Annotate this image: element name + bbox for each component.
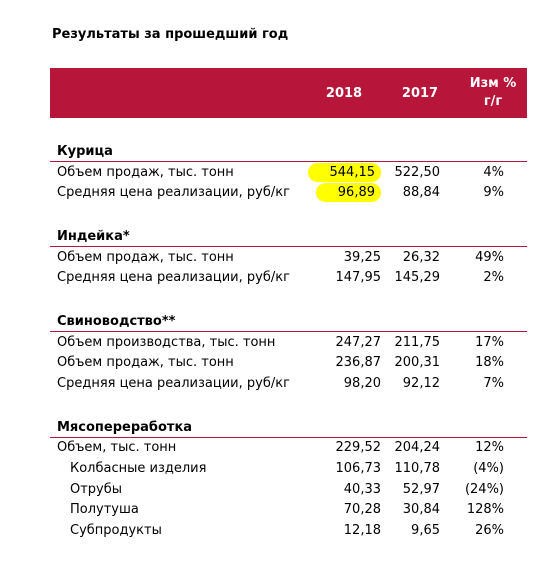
cell-value: 98,20 [343,375,381,391]
row-label: Объем производства, тыс. тонн [57,334,276,350]
section-rule [50,246,527,247]
cell-value: 211,75 [394,334,441,350]
cell-value: 92,12 [402,375,440,391]
section-title: Свиноводство** [57,314,176,329]
cell-value: 544,15 [291,162,381,182]
cell-value: (4%) [473,460,504,476]
cell-value: 26% [475,523,504,539]
row-label: Средняя цена реализации, руб/кг [57,270,290,285]
cell-value: 229,52 [335,440,382,455]
row-label: Отрубы [70,481,123,497]
cell-value: 4% [483,164,504,180]
cell-value: 96,89 [291,183,381,202]
row-label: Средняя цена реализации, руб/кг [57,185,290,200]
cell-value: 88,84 [402,185,440,200]
column-header: 2017 [401,86,439,101]
section-title: Индейка* [57,229,130,244]
cell-value: 145,29 [394,270,441,285]
cell-value: 110,78 [394,460,441,476]
section-title: Курица [57,144,113,159]
cell-value: 49% [475,249,504,265]
highlighted-value: 96,89 [315,183,381,202]
section-title: Мясопереработка [57,419,193,435]
cell-value: 204,24 [394,440,441,455]
section-rule [50,161,527,162]
section-rule [50,331,527,332]
cell-value: 247,27 [335,334,382,350]
cell-value: 17% [475,334,504,350]
cell-value: 7% [483,375,504,391]
column-header: 2018 [325,86,363,101]
cell-value: 39,25 [343,249,381,265]
cell-value: 106,73 [335,460,382,476]
row-label: Средняя цена реализации, руб/кг [57,375,290,391]
row-label: Объем продаж, тыс. тонн [57,355,234,370]
column-header: г/г [483,94,503,109]
cell-value: 30,84 [402,502,440,518]
cell-value: 12,18 [343,523,381,539]
row-label: Полутуша [70,502,139,518]
cell-value: 522,50 [394,164,441,180]
header-band [50,68,527,118]
cell-value: 128% [466,502,504,518]
row-label: Колбасные изделия [70,460,207,476]
section-rule [50,436,527,438]
row-label: Объем продаж, тыс. тонн [57,249,234,265]
cell-value: 147,95 [335,270,382,285]
column-header: Изм % [469,76,517,91]
row-label: Субпродукты [70,523,162,539]
cell-value: 9% [483,185,504,200]
cell-value: 2% [483,270,504,285]
cell-value: 40,33 [343,481,381,497]
cell-value: 236,87 [335,355,382,370]
cell-value: (24%) [464,481,504,497]
cell-value: 12% [475,440,504,455]
row-label: Объем, тыс. тонн [57,440,177,455]
cell-value: 26,32 [402,249,440,265]
title: Результаты за прошедший год [52,27,289,42]
cell-value: 200,31 [394,355,441,370]
highlighted-value: 544,15 [307,162,381,182]
cell-value: 9,65 [411,523,440,539]
row-label: Объем продаж, тыс. тонн [57,164,234,180]
cell-value: 70,28 [343,502,381,518]
cell-value: 18% [475,355,504,370]
cell-value: 52,97 [402,481,440,497]
